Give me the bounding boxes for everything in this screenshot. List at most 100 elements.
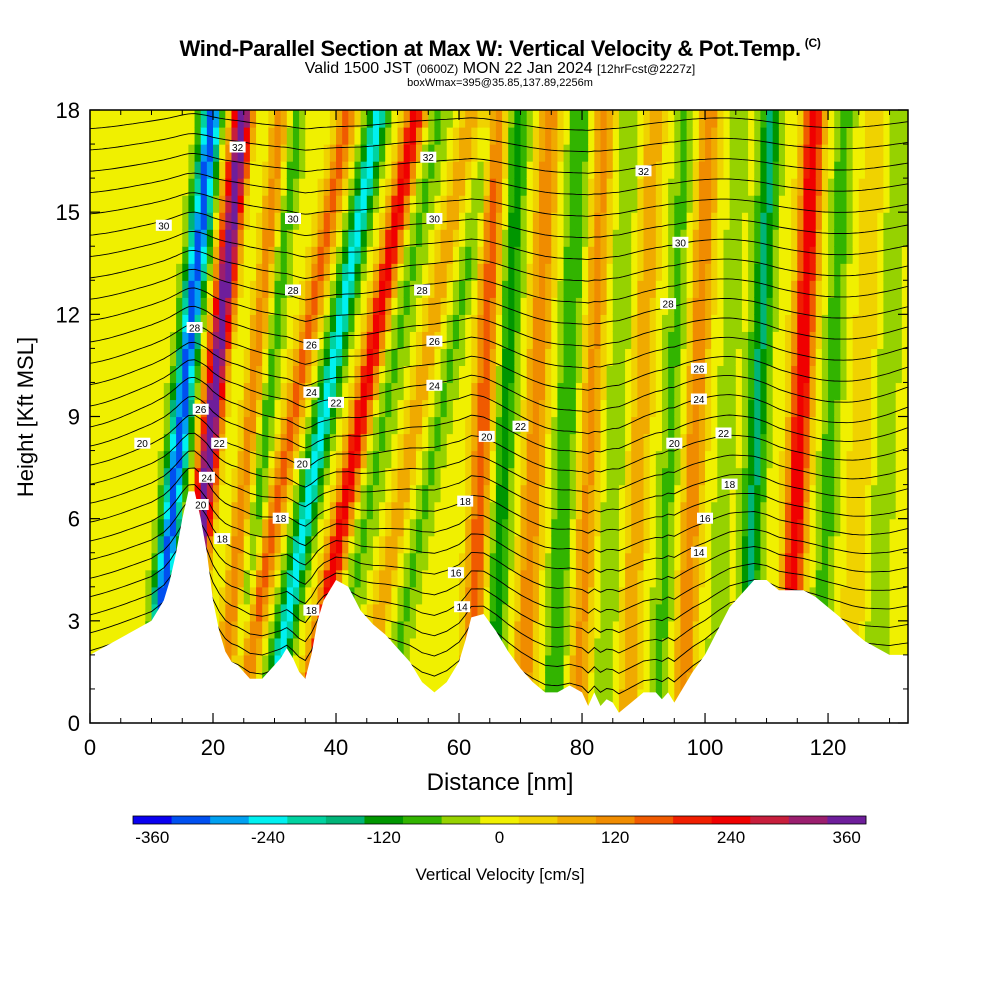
velocity-cell — [342, 569, 349, 588]
velocity-cell — [206, 297, 214, 315]
velocity-cell — [588, 603, 595, 622]
velocity-cell — [471, 127, 479, 145]
velocity-cell — [692, 586, 700, 605]
velocity-cell — [262, 161, 269, 179]
velocity-cell — [495, 501, 503, 520]
velocity-cell — [243, 382, 251, 401]
velocity-cell — [735, 127, 743, 145]
velocity-cell — [631, 399, 638, 418]
velocity-cell — [323, 365, 331, 384]
velocity-cell — [852, 297, 860, 315]
velocity-cell — [809, 229, 817, 247]
velocity-cell — [102, 501, 110, 520]
velocity-cell — [883, 127, 891, 145]
velocity-cell — [846, 518, 854, 537]
velocity-cell — [797, 552, 805, 571]
velocity-cell — [545, 382, 552, 401]
velocity-cell — [631, 586, 638, 605]
velocity-cell — [489, 569, 497, 588]
velocity-cell — [889, 450, 897, 469]
velocity-cell — [649, 382, 657, 401]
velocity-cell — [465, 382, 472, 401]
velocity-cell — [225, 399, 233, 418]
velocity-cell — [440, 263, 448, 281]
velocity-cell — [219, 450, 226, 469]
velocity-cell — [538, 620, 546, 639]
velocity-cell — [901, 314, 908, 332]
velocity-cell — [434, 620, 442, 639]
velocity-cell — [895, 467, 903, 486]
velocity-cell — [557, 399, 565, 418]
velocity-cell — [846, 484, 854, 503]
velocity-cell — [791, 263, 798, 281]
velocity-cell — [126, 229, 134, 247]
velocity-cell — [108, 144, 116, 162]
velocity-cell — [145, 280, 153, 298]
velocity-cell — [145, 331, 153, 349]
velocity-cell — [846, 382, 854, 401]
velocity-cell — [495, 382, 503, 401]
velocity-cell — [834, 110, 841, 128]
velocity-cell — [323, 348, 331, 367]
velocity-cell — [225, 535, 233, 554]
velocity-cell — [772, 450, 780, 469]
velocity-cell — [336, 195, 343, 213]
theta-line — [90, 323, 908, 369]
velocity-cell — [231, 535, 239, 554]
velocity-cell — [348, 501, 356, 520]
velocity-cell — [225, 620, 233, 639]
velocity-cell — [797, 450, 805, 469]
velocity-cell — [778, 127, 786, 145]
theta-line — [90, 133, 908, 153]
velocity-cell — [772, 314, 780, 332]
velocity-cell — [379, 365, 386, 384]
velocity-cell — [323, 212, 331, 230]
velocity-cell — [360, 416, 368, 435]
velocity-cell — [711, 569, 718, 588]
velocity-cell — [194, 144, 202, 162]
velocity-cell — [200, 280, 208, 298]
velocity-cell — [711, 518, 718, 537]
velocity-cell — [409, 280, 417, 298]
velocity-cell — [557, 246, 565, 264]
velocity-cell — [600, 144, 608, 162]
velocity-cell — [471, 212, 479, 230]
velocity-cell — [864, 518, 872, 537]
velocity-cell — [219, 280, 226, 298]
velocity-cell — [428, 416, 436, 435]
velocity-cell — [422, 501, 429, 520]
x-tick-label: 0 — [84, 735, 96, 760]
velocity-cell — [883, 416, 891, 435]
velocity-cell — [520, 518, 528, 537]
velocity-cell — [637, 654, 645, 673]
velocity-cell — [840, 433, 848, 452]
velocity-cell — [213, 535, 220, 554]
velocity-cell — [643, 127, 651, 145]
velocity-cell — [391, 603, 399, 622]
velocity-cell — [108, 178, 116, 196]
velocity-cell — [871, 331, 878, 349]
velocity-cell — [643, 195, 651, 213]
velocity-cell — [243, 331, 251, 349]
velocity-cell — [649, 654, 657, 673]
velocity-cell — [471, 484, 479, 503]
theta-line — [90, 467, 908, 534]
velocity-cell — [495, 229, 503, 247]
velocity-cell — [440, 246, 448, 264]
velocity-cell — [618, 671, 626, 690]
velocity-cell — [600, 603, 608, 622]
velocity-cell — [864, 229, 872, 247]
velocity-cell — [655, 365, 663, 384]
velocity-cell — [452, 552, 460, 571]
velocity-cell — [834, 552, 841, 571]
velocity-cell — [409, 603, 417, 622]
velocity-cell — [385, 620, 392, 639]
velocity-cell — [268, 161, 276, 179]
contour-label: 20 — [478, 430, 495, 443]
velocity-cell — [366, 365, 374, 384]
velocity-cell — [772, 144, 780, 162]
velocity-cell — [649, 433, 657, 452]
velocity-cell — [545, 229, 552, 247]
velocity-cell — [606, 144, 614, 162]
velocity-cell — [877, 620, 884, 639]
